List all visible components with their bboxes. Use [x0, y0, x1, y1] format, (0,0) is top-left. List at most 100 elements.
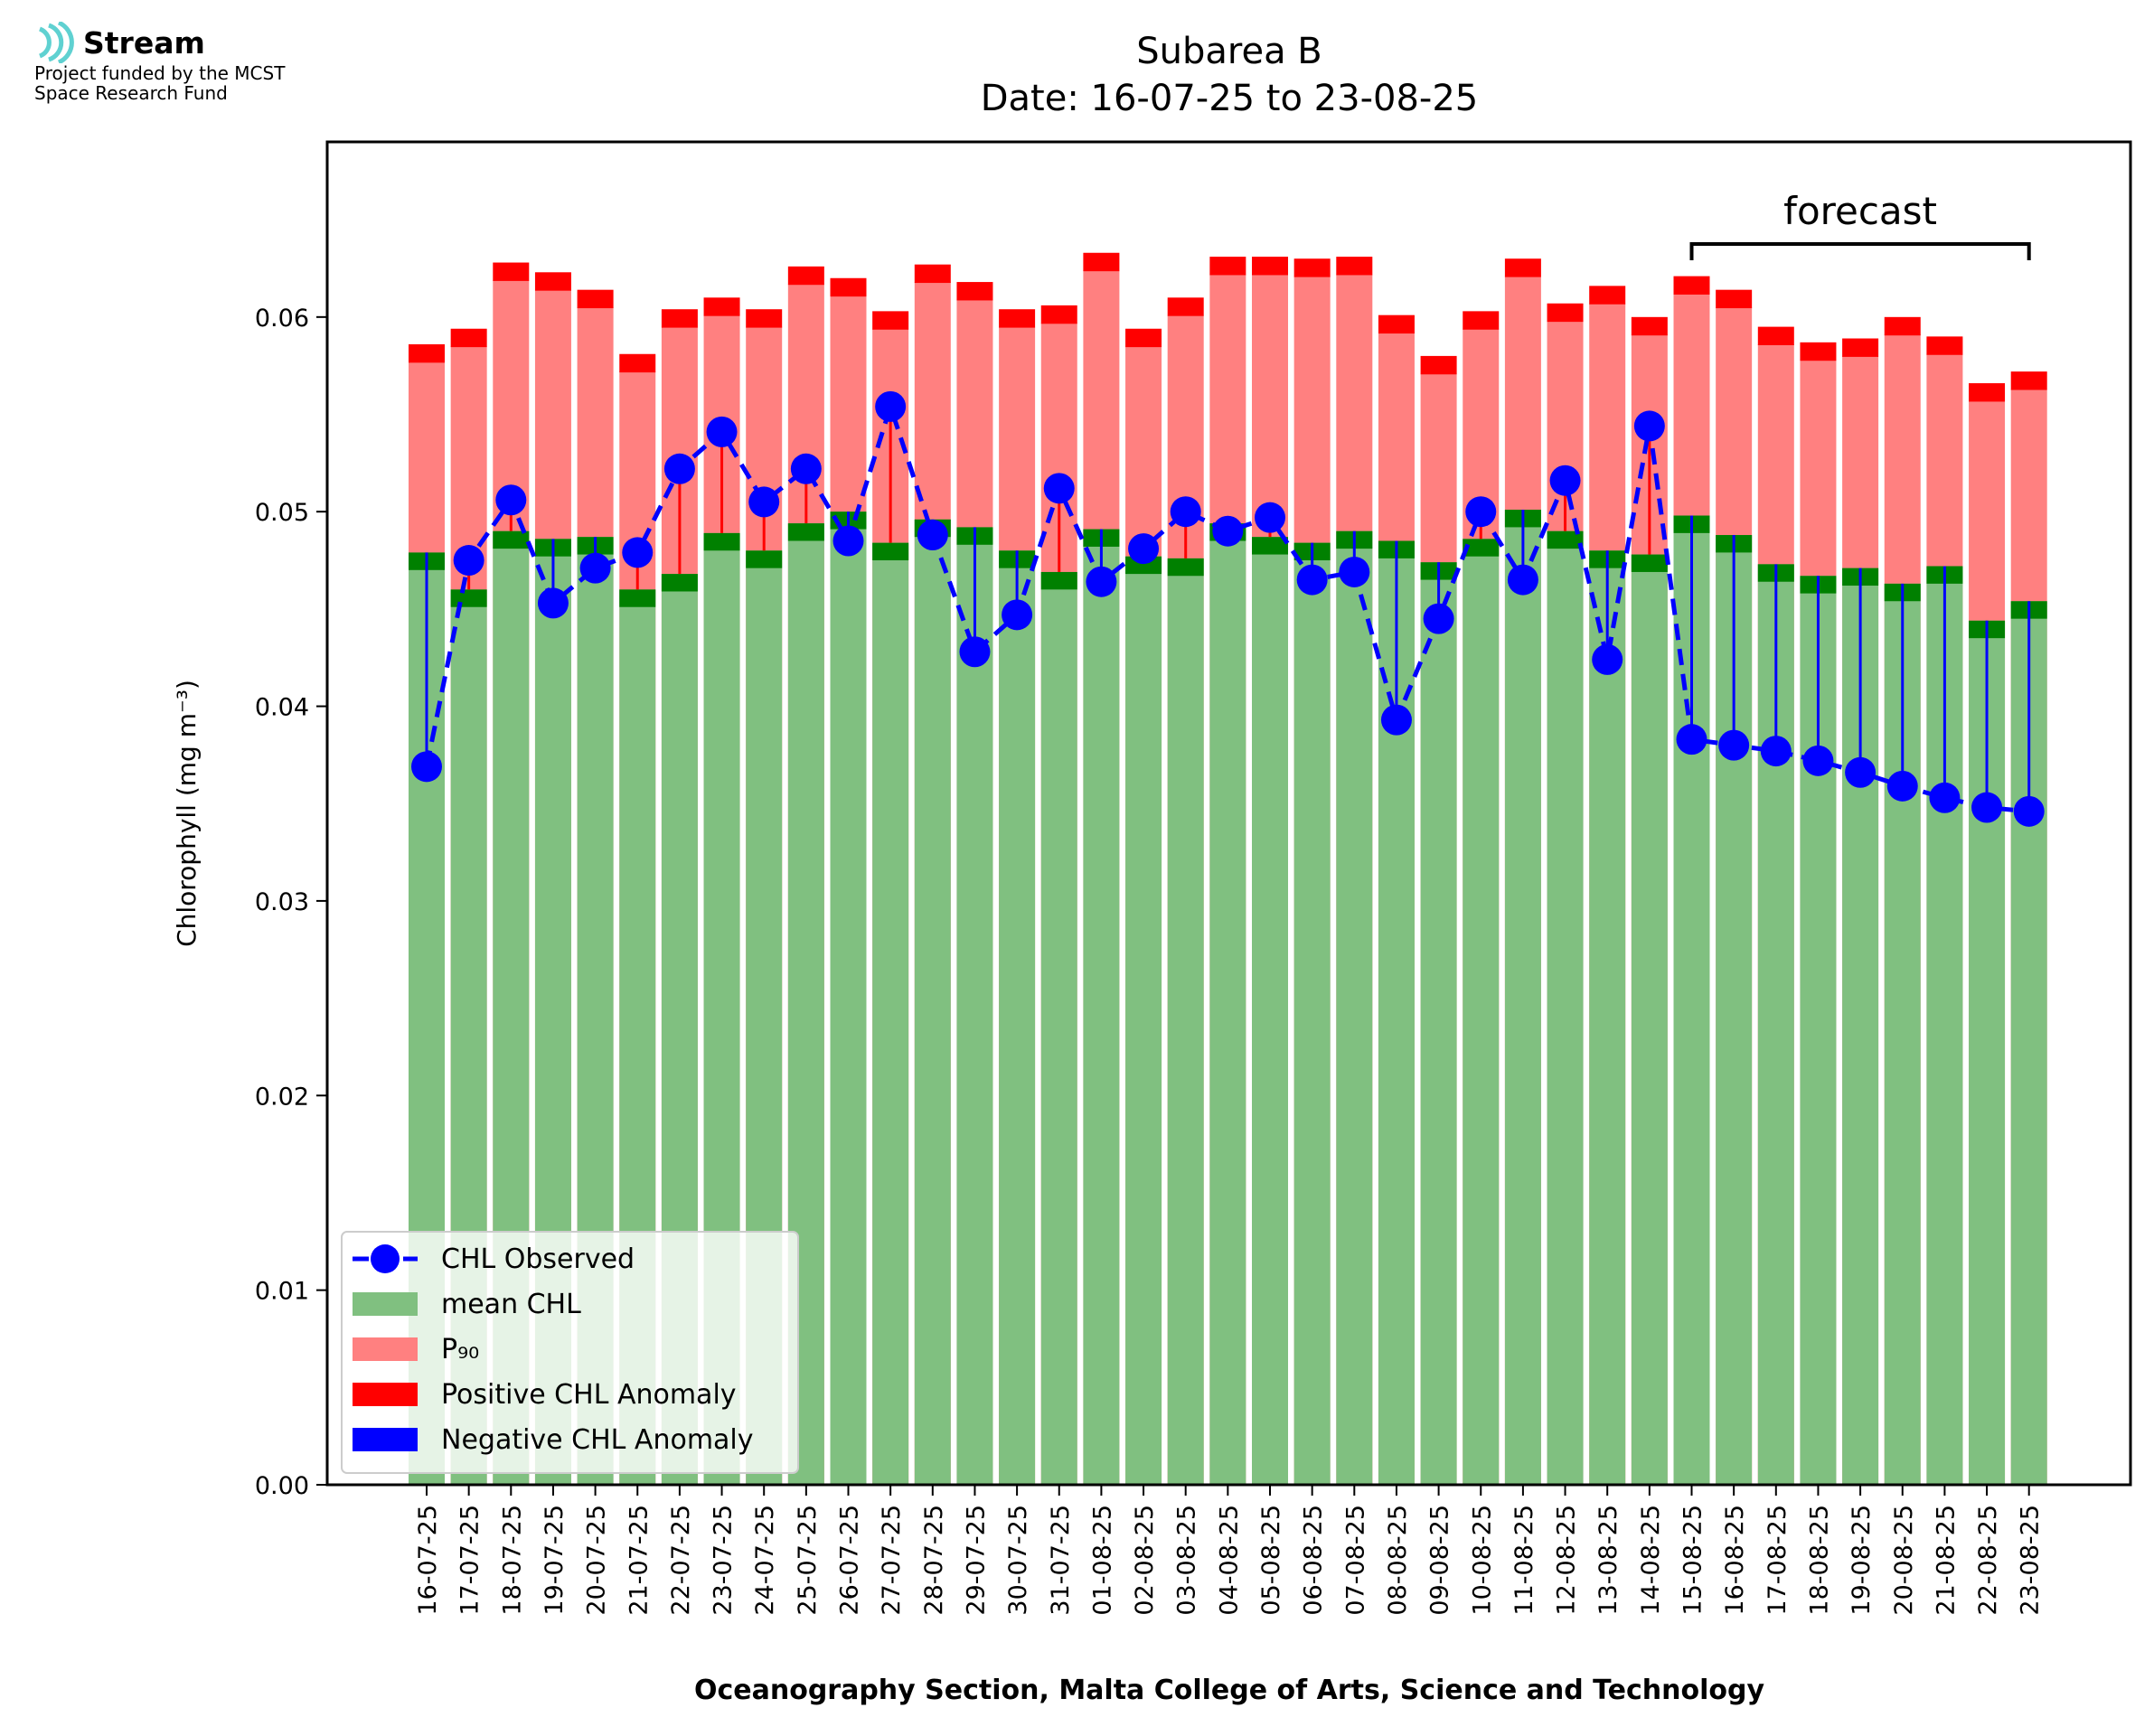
mean-band: [1252, 537, 1288, 555]
p90-cap: [1378, 314, 1415, 334]
p90-cap: [1884, 316, 1921, 336]
observed-point: [1507, 564, 1538, 596]
mean-band: [746, 550, 783, 568]
p90-cap: [999, 309, 1036, 328]
x-tick-label: 26-07-25: [836, 1505, 864, 1616]
axes-frame: [325, 140, 2132, 1487]
mean-band: [661, 574, 698, 592]
p90-cap: [1252, 257, 1288, 276]
wave-icon: [38, 22, 74, 63]
x-tick-label: 12-08-25: [1553, 1505, 1581, 1616]
mean-bar: [1125, 556, 1162, 1486]
p90-cap: [1336, 257, 1373, 276]
p90-cap: [1926, 336, 1963, 355]
x-tick-label: 18-07-25: [498, 1505, 526, 1616]
mean-bar: [999, 550, 1036, 1485]
observed-point: [1760, 736, 1792, 767]
mean-band: [1040, 571, 1077, 590]
x-tick-label: 14-08-25: [1637, 1505, 1665, 1616]
x-tick-label: 16-08-25: [1721, 1505, 1749, 1616]
mean-bar: [1336, 530, 1373, 1485]
x-tick-label: 02-08-25: [1131, 1505, 1159, 1616]
p90-cap: [1125, 328, 1162, 348]
mean-bar: [830, 511, 867, 1485]
x-tick-label: 29-07-25: [962, 1505, 990, 1616]
forecast-bracket-line: [1689, 242, 2031, 260]
y-axis-label: Chlorophyll (mg m⁻³): [172, 680, 202, 947]
p90-cap: [1040, 305, 1077, 324]
observed-point: [1170, 496, 1201, 528]
observed-point: [1802, 745, 1834, 776]
p90-cap: [1209, 257, 1246, 276]
p90-cap: [1293, 258, 1331, 277]
x-tick-label: 17-08-25: [1764, 1505, 1792, 1616]
observed-point: [1380, 704, 1412, 736]
p90-cap: [1716, 289, 1753, 309]
y-tick-label: 0.03: [255, 888, 309, 916]
mean-bar: [914, 519, 951, 1485]
mean-bar: [1083, 529, 1120, 1485]
p90-cap: [409, 343, 445, 363]
mean-band: [1631, 554, 1668, 572]
observed-point: [1845, 756, 1877, 788]
p90-cap: [1167, 297, 1204, 316]
mean-bar: [956, 527, 993, 1485]
observed-point: [1128, 533, 1160, 565]
p90-cap: [1504, 258, 1541, 277]
mean-bar: [1504, 510, 1541, 1485]
y-tick-label: 0.05: [255, 499, 309, 527]
legend-label: CHL Observed: [441, 1243, 635, 1275]
stream-logo: Stream Project funded by the MCST Space …: [34, 22, 285, 103]
observed-point: [1043, 473, 1075, 504]
legend-swatch: [353, 1383, 418, 1406]
logo-name: Stream: [83, 24, 205, 61]
x-tick-label: 01-08-25: [1088, 1505, 1116, 1616]
observed-point: [1549, 464, 1581, 496]
x-tick-label: 18-08-25: [1805, 1505, 1833, 1616]
legend-swatch: [353, 1428, 418, 1451]
observed-point: [832, 525, 864, 557]
mean-bar: [1463, 539, 1500, 1485]
mean-bar: [1547, 530, 1584, 1485]
mean-bar: [1589, 550, 1626, 1485]
x-tick-label: 16-07-25: [414, 1505, 442, 1616]
observed-point: [1002, 599, 1033, 631]
y-tick-label: 0.04: [255, 694, 309, 722]
plot-area: [409, 252, 2047, 1486]
p90-cap: [1969, 383, 2006, 402]
chart-subtitle: Date: 16-07-25 to 23-08-25: [981, 78, 1479, 119]
forecast-bracket: forecast: [1689, 189, 2031, 260]
p90-cap: [1673, 276, 1710, 295]
observed-point: [1971, 792, 2003, 823]
observed-point: [1339, 556, 1370, 587]
mean-band: [493, 530, 530, 549]
p90-cap: [956, 282, 993, 301]
x-tick-label: 24-07-25: [751, 1505, 779, 1616]
mean-band: [1167, 558, 1204, 577]
x-axis-label: Oceanography Section, Malta College of A…: [694, 1675, 1765, 1706]
legend-swatch: [353, 1292, 418, 1316]
x-tick-label: 21-07-25: [625, 1505, 653, 1616]
observed-point: [537, 587, 569, 619]
p90-cap: [1800, 342, 1837, 361]
p90-cap: [534, 272, 571, 291]
legend-label: Positive CHL Anomaly: [441, 1379, 737, 1411]
x-tick-label: 23-07-25: [710, 1505, 738, 1616]
p90-cap: [619, 353, 656, 373]
x-tick-label: 09-08-25: [1426, 1505, 1454, 1616]
p90-cap: [1631, 316, 1668, 336]
logo-funding-line-1: Project funded by the MCST: [34, 62, 286, 84]
p90-cap: [1757, 326, 1794, 345]
x-tick-label: 10-08-25: [1468, 1505, 1496, 1616]
p90-cap: [787, 266, 824, 286]
mean-bar: [1209, 523, 1246, 1486]
mean-band: [872, 542, 909, 561]
p90-cap: [450, 328, 487, 348]
observed-point: [1633, 410, 1665, 442]
x-tick-label: 20-08-25: [1890, 1505, 1918, 1616]
observed-point: [495, 484, 527, 516]
x-tick-label: 08-08-25: [1384, 1505, 1412, 1616]
x-tick-label: 25-07-25: [794, 1505, 822, 1616]
y-axis: 0.00 0.01 0.02 0.03 0.04 0.05 0.06: [255, 305, 327, 1500]
